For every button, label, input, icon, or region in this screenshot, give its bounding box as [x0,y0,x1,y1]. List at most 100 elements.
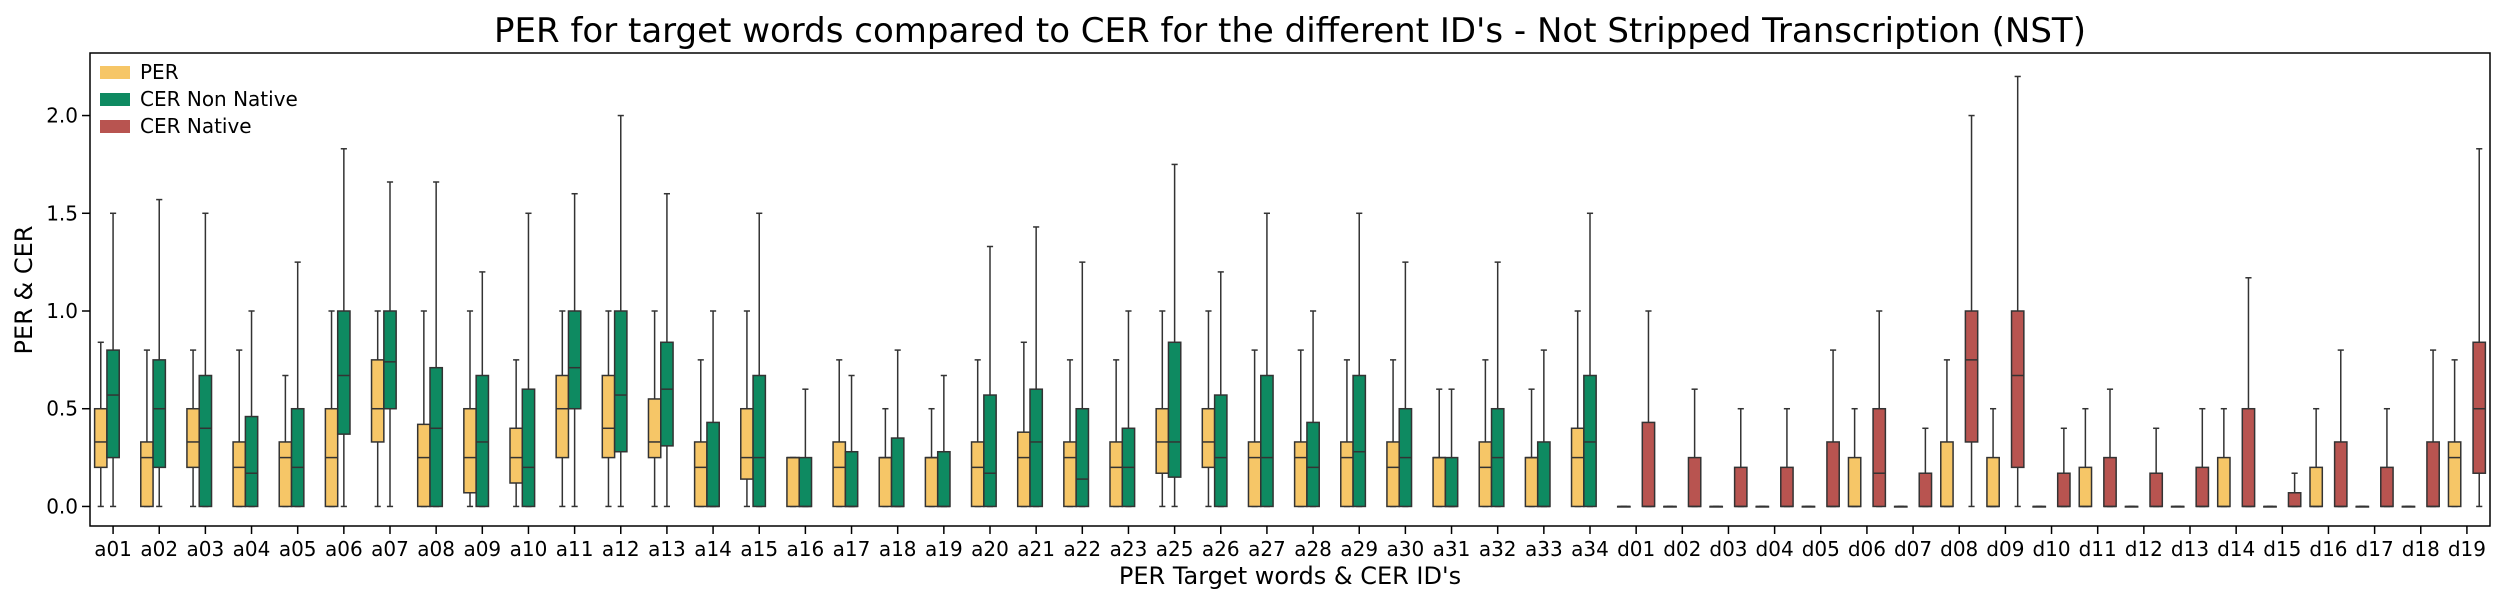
box-body [244,415,259,508]
y-tick-label: 1.0 [46,299,78,323]
x-tick-label: d02 [1663,537,1701,561]
box-cer-non-native [1583,212,1597,508]
box-per [416,310,431,508]
x-tick-label: d17 [2356,537,2394,561]
box-cer-native [1780,407,1794,508]
x-tick-label: a06 [325,537,363,561]
box-per [278,374,293,508]
x-tick-label: a08 [417,537,455,561]
plot-frame [89,52,2491,527]
box-per [1432,388,1447,508]
box-per [186,349,200,508]
x-tick-label: a33 [1525,537,1563,561]
box-body [198,374,213,508]
x-tick-label: d13 [2171,537,2209,561]
box-body [1063,441,1077,508]
box-body [1247,441,1262,508]
x-tick-label: a34 [1571,537,1609,561]
box-body [567,310,582,410]
box-per [2401,505,2416,508]
box-per [555,310,570,508]
box-cer-non-native [890,349,905,508]
x-tick-label: a26 [1202,537,1240,561]
box-per [1293,349,1308,508]
box-body [2010,310,2025,469]
x-tick-label: a14 [694,537,732,561]
box-body [983,394,997,508]
box-body [1293,441,1308,508]
box-body [2149,472,2164,508]
box-body [936,450,951,508]
box-body [106,349,120,459]
x-tick-label: a05 [279,537,317,561]
x-tick-label: d18 [2402,537,2440,561]
box-cer-native [2010,75,2025,508]
box-per [2216,407,2231,508]
box-cer-native [2287,472,2302,508]
box-body [1570,427,1585,508]
box-body [555,374,570,459]
box-per [463,310,477,508]
box-cer-non-native [798,388,813,508]
box-per [970,359,985,508]
box-body [290,407,305,508]
box-body [1029,388,1044,508]
box-body [463,407,477,494]
plot-area: 0.0 0.5 1.0 1.5 2.0 a01 a02 a03 a04 a05 a06 a07 a08 a… [46,75,2487,561]
legend-label: CER Native [140,114,252,138]
box-per [2078,407,2093,508]
box-body [1432,456,1447,508]
x-tick-label: a15 [740,537,778,561]
legend-swatch [100,93,130,106]
x-tick-label: a23 [1110,537,1148,561]
box-body [1444,456,1459,508]
box-per [647,310,662,508]
box-body [186,407,200,469]
x-tick-label: a21 [1017,537,1055,561]
box-per [1016,341,1031,508]
y-tick-label: 2.0 [46,104,78,128]
box-per [1847,407,1862,508]
box-cer-non-native [198,212,213,508]
x-tick-label: a29 [1340,537,1378,561]
box-per [1709,505,1724,508]
x-tick-label: d01 [1617,537,1655,561]
box-per [1155,310,1170,508]
box-cer-non-native [152,198,167,508]
box-cer-non-native [1260,212,1274,508]
box-cer-non-native [706,310,720,508]
box-per [509,359,524,508]
y-tick-label: 0.0 [46,494,78,518]
box-body [1964,310,1979,443]
box-per [2447,359,2462,508]
box-body [416,423,431,508]
x-tick-label: a04 [233,537,271,561]
box-per [324,310,339,508]
box-body [1386,441,1400,508]
box-per [2170,505,2185,508]
box-cer-non-native [752,212,767,508]
box-per [1386,359,1400,508]
box-per [2263,505,2277,508]
box-body [140,441,154,508]
box-body [1940,441,1954,508]
box-body [93,407,108,469]
box-body [370,359,385,443]
box-body [693,441,708,508]
legend-swatch [100,66,130,79]
box-body [1780,466,1794,508]
box-cer-non-native [567,192,582,508]
x-tick-label: d06 [1848,537,1886,561]
box-body [521,388,536,508]
x-tick-label: a28 [1294,537,1332,561]
box-cer-native [2241,277,2256,508]
box-body [970,441,985,508]
box-cer-non-native [383,181,397,508]
box-cer-non-native [1444,388,1459,508]
x-tick-label: a07 [371,537,409,561]
box-per [1340,359,1354,508]
box-body [647,398,662,459]
box-cer-non-native [1306,310,1320,508]
box-body [890,437,905,508]
